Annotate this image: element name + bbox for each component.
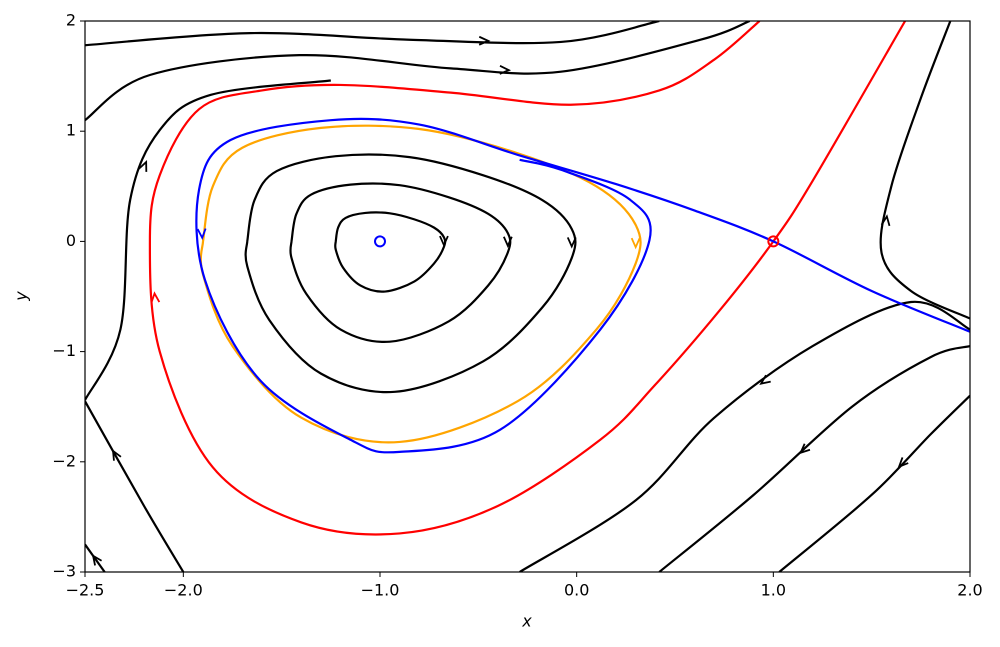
- x-tick-label: −2.5: [66, 581, 105, 600]
- x-tick-label: −1.0: [361, 581, 400, 600]
- trajectory: [85, 21, 660, 47]
- direction-arrow: [196, 228, 207, 240]
- direction-arrow: [499, 65, 512, 75]
- direction-arrow: [439, 235, 449, 248]
- direction-arrow: [138, 160, 148, 172]
- trajectory: [195, 117, 970, 454]
- y-tick-label: 1: [66, 121, 76, 140]
- direction-arrow: [880, 214, 891, 227]
- trajectory: [85, 543, 106, 572]
- trajectory: [879, 21, 970, 320]
- direction-arrow: [798, 443, 811, 455]
- trajectory: [519, 300, 970, 572]
- y-tick-label: −2: [52, 451, 76, 470]
- trajectory: [334, 211, 447, 293]
- trajectory: [778, 394, 970, 572]
- direction-arrow: [111, 448, 122, 461]
- trajectory: [199, 124, 642, 444]
- direction-arrow: [91, 553, 103, 566]
- direction-arrow: [150, 291, 161, 304]
- x-tick-label: −2.0: [164, 581, 203, 600]
- plot-area: [85, 21, 970, 572]
- axes-frame: [84, 20, 971, 573]
- y-axis-label: y: [12, 291, 31, 302]
- direction-arrow: [566, 237, 577, 249]
- trajectory: [85, 79, 331, 401]
- x-tick-label: 0.0: [564, 581, 589, 600]
- y-tick-label: −3: [52, 562, 76, 581]
- direction-arrow: [759, 374, 771, 385]
- x-tick-label: 1.0: [761, 581, 786, 600]
- y-tick-label: 0: [66, 231, 76, 250]
- equilibrium-point: [767, 235, 780, 248]
- x-axis-label: x: [521, 612, 532, 631]
- trajectory: [148, 21, 907, 536]
- y-tick-label: −1: [52, 341, 76, 360]
- direction-arrow: [503, 236, 513, 248]
- direction-arrow: [897, 457, 909, 469]
- direction-arrow: [630, 237, 641, 250]
- direction-arrow: [478, 35, 491, 46]
- trajectory: [85, 21, 751, 122]
- trajectory: [85, 400, 185, 572]
- y-tick-label: 2: [66, 11, 76, 30]
- trajectory: [289, 182, 512, 343]
- trajectory: [244, 153, 577, 394]
- x-tick-label: 2.0: [957, 581, 982, 600]
- equilibrium-point: [374, 235, 386, 248]
- trajectory: [658, 345, 970, 572]
